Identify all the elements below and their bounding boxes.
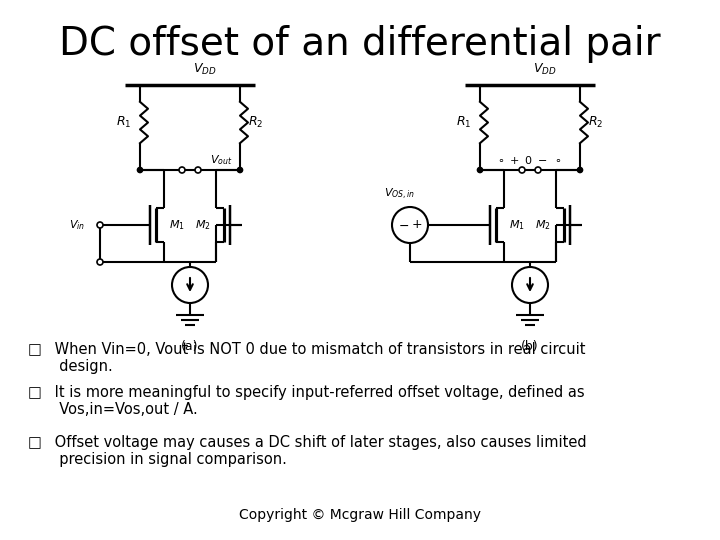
Text: DC offset of an differential pair: DC offset of an differential pair [59,25,661,63]
Circle shape [97,222,103,228]
Circle shape [477,167,482,172]
Text: $R_2$: $R_2$ [248,115,264,130]
Circle shape [138,167,143,172]
Circle shape [238,167,243,172]
Text: $R_1$: $R_1$ [456,115,472,130]
Circle shape [519,167,525,173]
Text: It is more meaningful to specify input-referred offset voltage, defined as
  Vos: It is more meaningful to specify input-r… [50,385,585,417]
Circle shape [392,207,428,243]
Text: □: □ [28,435,42,450]
Text: $+$: $+$ [411,219,423,232]
Text: $V_{DD}$: $V_{DD}$ [534,62,557,77]
Text: $M_2$: $M_2$ [535,218,551,232]
Circle shape [512,267,548,303]
Circle shape [577,167,582,172]
Text: □: □ [28,385,42,400]
Text: $V_{out}$: $V_{out}$ [210,153,233,167]
Text: (a): (a) [181,340,199,353]
Text: Offset voltage may causes a DC shift of later stages, also causes limited
  prec: Offset voltage may causes a DC shift of … [50,435,587,468]
Text: $-$: $-$ [398,219,410,232]
Text: Copyright © Mcgraw Hill Company: Copyright © Mcgraw Hill Company [239,508,481,522]
Text: $M_2$: $M_2$ [195,218,211,232]
Circle shape [172,267,208,303]
Text: When Vin=0, Vout is NOT 0 due to mismatch of transistors in real circuit
  desig: When Vin=0, Vout is NOT 0 due to mismatc… [50,342,585,374]
Text: $V_{in}$: $V_{in}$ [69,218,85,232]
Text: $V_{OS,in}$: $V_{OS,in}$ [384,187,415,202]
Text: $M_1$: $M_1$ [169,218,185,232]
Circle shape [97,259,103,265]
Text: $\circ\ +\ 0\ -\ \circ$: $\circ\ +\ 0\ -\ \circ$ [498,154,562,166]
Circle shape [179,167,185,173]
Circle shape [195,167,201,173]
Text: (b): (b) [521,340,539,353]
Text: $R_1$: $R_1$ [117,115,132,130]
Text: $R_2$: $R_2$ [588,115,603,130]
Circle shape [535,167,541,173]
Text: $M_1$: $M_1$ [509,218,525,232]
Text: □: □ [28,342,42,357]
Text: $V_{DD}$: $V_{DD}$ [193,62,217,77]
